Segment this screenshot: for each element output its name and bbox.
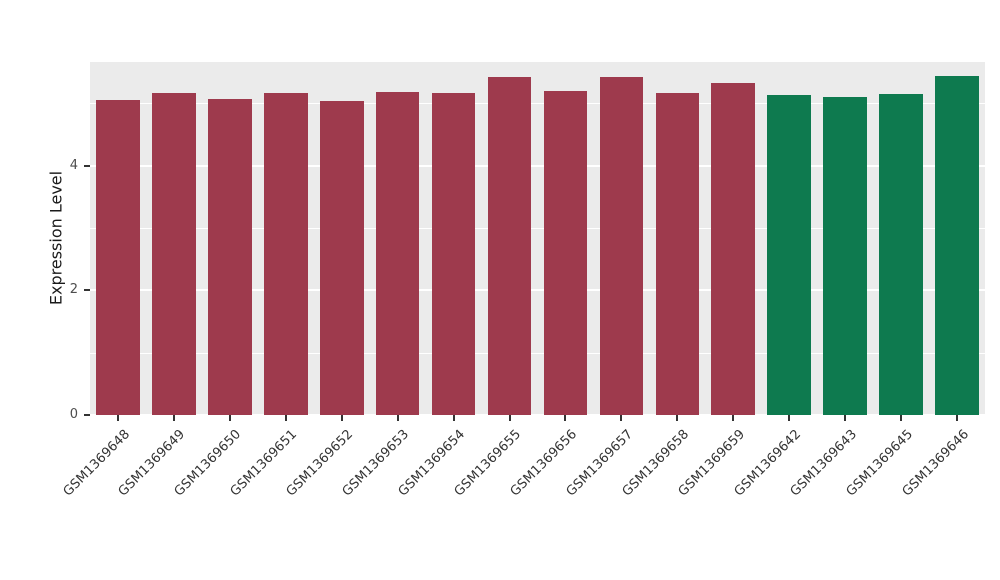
bar-GSM1369652 [319,100,364,415]
x-tick-mark [340,415,343,421]
x-tick-mark [900,415,903,421]
bar-GSM1369646 [935,76,979,415]
bar-GSM1369651 [263,93,308,415]
bar-GSM1369653 [375,91,420,415]
gridline-minor [90,103,985,105]
x-tick-mark [228,415,231,421]
x-tick-mark [564,415,567,421]
x-tick-mark [172,415,175,421]
gridline-minor [90,227,985,229]
x-tick-mark [732,415,735,421]
x-tick-mark [452,415,455,421]
gridline-major [90,289,985,292]
bar-GSM1369658 [655,92,700,415]
y-tick-label: 0 [69,407,78,422]
bar-GSM1369642 [767,95,812,415]
y-tick-mark [84,414,90,416]
y-tick-mark [84,289,90,292]
bar-GSM1369655 [487,76,532,415]
x-tick-mark [620,415,623,421]
x-tick-mark [116,415,119,421]
bar-GSM1369650 [208,99,252,415]
x-tick-mark [788,415,791,421]
bar-GSM1369657 [599,76,644,415]
x-tick-mark [956,415,959,421]
x-tick-mark [508,415,511,421]
plot-panel [90,62,985,415]
bar-GSM1369656 [543,91,588,415]
y-tick-label: 4 [69,157,78,173]
bar-GSM1369645 [879,93,923,415]
x-tick-mark [396,415,399,421]
gridline-major [90,414,985,415]
bar-GSM1369654 [431,93,476,415]
y-tick-mark [84,164,90,167]
bar-GSM1369643 [823,96,867,415]
bar-GSM1369648 [96,100,140,415]
x-tick-mark [676,415,679,421]
gridline-major [90,164,985,167]
y-tick-label: 2 [69,282,78,298]
bar-GSM1369649 [152,93,196,415]
x-tick-mark [844,415,847,421]
bar-GSM1369659 [711,82,756,415]
gridline-minor [90,352,985,354]
x-tick-mark [284,415,287,421]
